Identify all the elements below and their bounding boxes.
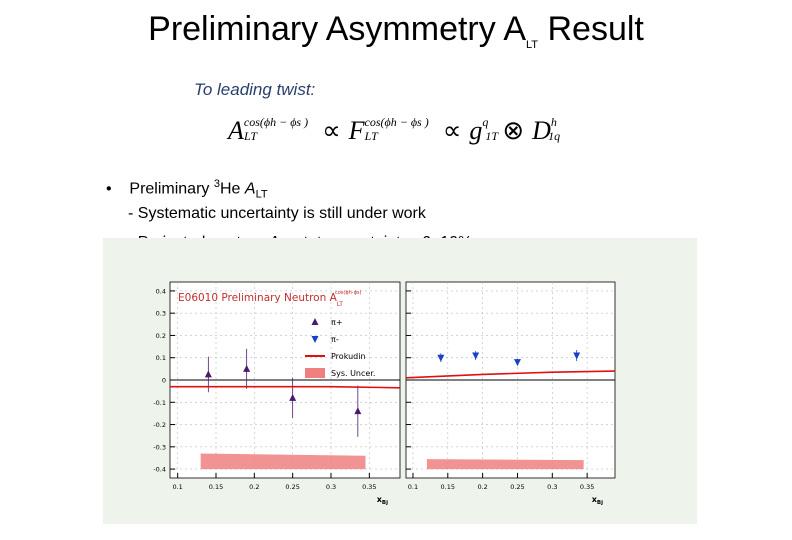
title-sup: cos(ϕh-ϕs) xyxy=(335,290,362,296)
y-tick-label: -0.1 xyxy=(153,399,166,407)
x-tick-label: 0.15 xyxy=(441,483,455,491)
x-tick-label: 0.1 xyxy=(172,483,182,491)
x-axis-label: xBj xyxy=(377,495,388,506)
text: He xyxy=(219,180,245,198)
title-sub: LT xyxy=(526,38,539,51)
operator: ∝ xyxy=(322,116,341,145)
legend-marker xyxy=(311,318,319,325)
title-sub: LT xyxy=(337,301,344,308)
term-sup: q xyxy=(482,115,489,129)
x-tick-label: 0.2 xyxy=(249,483,259,491)
term-sub: 1T xyxy=(485,129,498,143)
x-tick-label: 0.1 xyxy=(408,483,418,491)
formula-term: Fcos(ϕh − ϕs ) LT xyxy=(349,115,429,146)
x-axis-label: xBj xyxy=(592,495,603,506)
chart: -0.4 -0.3 -0.2 -0.1 0 0.1 0.2 0.3 0.4 0.1 0.15 0.2 0… xyxy=(103,238,697,524)
term-sub: 1q xyxy=(548,129,561,143)
y-tick-label: 0.4 xyxy=(156,287,166,295)
bullet-line: - Systematic uncertainty is still under … xyxy=(128,205,426,223)
term-sub: LT xyxy=(364,129,378,143)
x-tick-label: 0.2 xyxy=(477,483,487,491)
marker xyxy=(354,407,362,415)
term-base: F xyxy=(348,116,365,145)
marker xyxy=(243,364,251,372)
slide-title: Preliminary Asymmetry ALT Result xyxy=(0,10,792,51)
term-base: A xyxy=(228,116,244,145)
x-tick-label: 0.25 xyxy=(285,483,299,491)
operator: ∝ xyxy=(442,116,462,145)
term-sub: LT xyxy=(244,129,258,143)
marker xyxy=(573,352,581,360)
sys-band xyxy=(200,453,366,470)
curve xyxy=(170,385,401,389)
bullet: • Preliminary 3He ALT xyxy=(106,178,268,201)
title-text: E06010 Preliminary Neutron A xyxy=(178,292,338,304)
sys-band xyxy=(426,459,584,470)
x-tick-label: 0.3 xyxy=(326,483,336,491)
term-sup: cos(ϕh − ϕs ) xyxy=(364,115,429,129)
marker xyxy=(289,393,297,401)
y-tick-label: 0.1 xyxy=(156,354,166,362)
formula-term: Acos(ϕh − ϕs ) LT xyxy=(228,115,308,146)
label-text: x xyxy=(592,495,598,504)
y-tick-label: -0.4 xyxy=(153,466,166,474)
title-text: Preliminary Asymmetry A xyxy=(148,10,526,48)
label-sub: Bj xyxy=(382,500,388,506)
text: - Systematic uncertainty is still under … xyxy=(128,205,426,222)
curve xyxy=(405,370,616,379)
title-suffix: Result xyxy=(538,10,644,48)
legend-label: π+ xyxy=(331,318,343,327)
legend-marker xyxy=(311,336,319,343)
label-text: x xyxy=(377,495,383,504)
x-tick-label: 0.35 xyxy=(580,483,594,491)
x-tick-label: 0.3 xyxy=(547,483,557,491)
x-tick-label: 0.15 xyxy=(209,483,223,491)
formula-term: gq 1T xyxy=(469,115,498,146)
y-tick-label: -0.3 xyxy=(153,443,166,451)
legend-label: Prokudin xyxy=(331,352,366,361)
term-sup: h xyxy=(550,115,557,129)
marker xyxy=(513,359,521,367)
italic: A xyxy=(244,180,256,198)
y-tick-label: -0.2 xyxy=(153,421,166,429)
formula-term: Dh 1q xyxy=(532,115,561,146)
term-sup: cos(ϕh − ϕs ) xyxy=(243,115,309,129)
marker xyxy=(472,352,480,360)
intro: To leading twist: xyxy=(194,80,316,99)
formula: Acos(ϕh − ϕs ) LT ∝ Fcos(ϕh − ϕs ) LT ∝ gq 1T ⊗ D… xyxy=(228,115,563,146)
y-tick-label: 0.3 xyxy=(156,310,166,318)
text: Preliminary xyxy=(129,180,214,198)
x-tick-label: 0.25 xyxy=(510,483,524,491)
legend-swatch xyxy=(305,368,325,378)
y-tick-label: 0 xyxy=(162,377,166,385)
label-sub: Bj xyxy=(597,500,603,506)
operator: ⊗ xyxy=(502,116,525,145)
legend-label: Sys. Uncer. xyxy=(331,369,375,378)
marker xyxy=(437,354,445,362)
y-tick-label: 0.2 xyxy=(156,332,166,340)
legend-label: π- xyxy=(331,335,339,344)
chart-title: E06010 Preliminary Neutron ALT cos(ϕh-ϕs) xyxy=(178,290,362,308)
sup: 3 xyxy=(213,178,220,190)
term-base: D xyxy=(532,116,551,145)
marker xyxy=(204,370,212,378)
sub: LT xyxy=(255,188,268,201)
x-tick-label: 0.35 xyxy=(362,483,376,491)
term-base: g xyxy=(469,116,483,145)
